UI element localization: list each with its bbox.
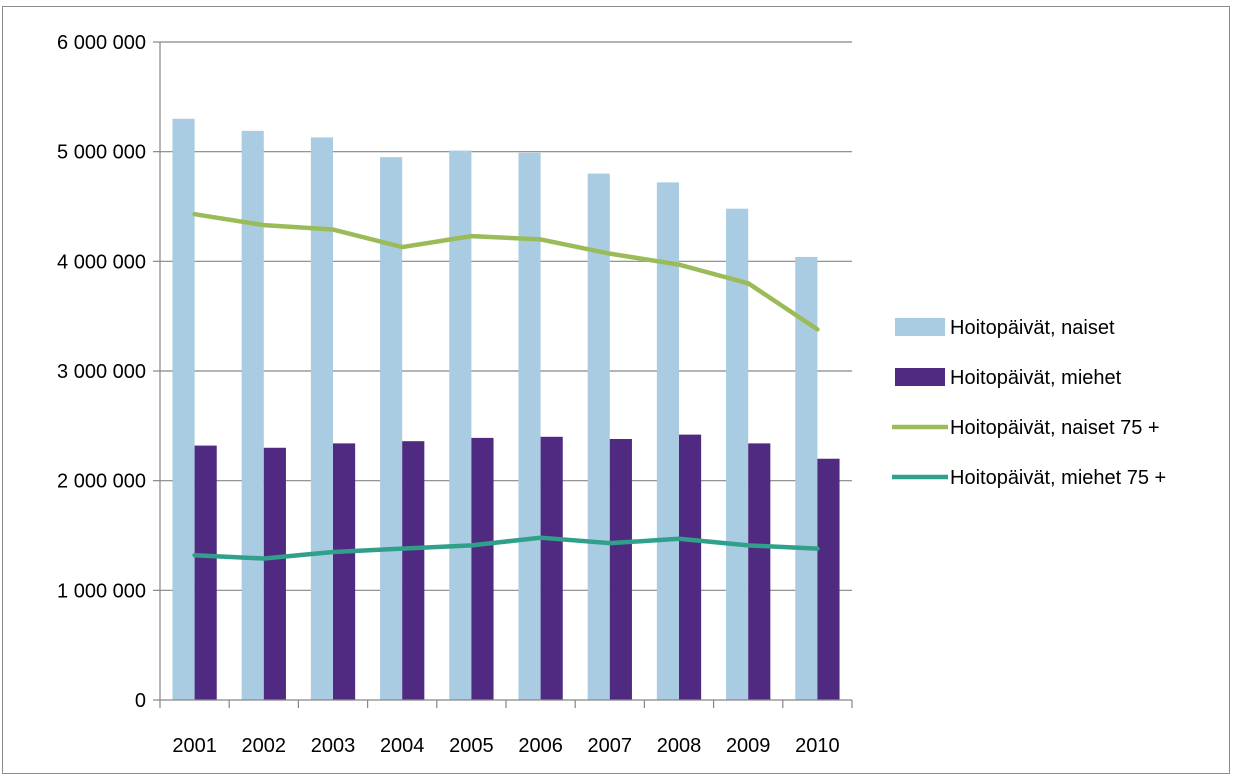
lines xyxy=(192,211,820,561)
axes: 0 1 000 000 2 000 000 3 000 000 4 000 000 5 0… xyxy=(57,32,853,757)
bar-miehet xyxy=(333,443,356,700)
bar-miehet xyxy=(471,437,494,700)
bar-miehet xyxy=(263,447,286,700)
x-tick-label: 2010 xyxy=(795,735,840,757)
bar-miehet xyxy=(194,445,217,700)
x-tick-label: 2007 xyxy=(588,735,633,757)
legend-swatch xyxy=(895,368,945,386)
bar-miehet xyxy=(679,434,702,700)
bar-naiset xyxy=(518,152,541,701)
y-tick-label: 6 000 000 xyxy=(57,32,146,54)
x-tick-label: 2003 xyxy=(311,735,356,757)
bars xyxy=(172,118,840,701)
x-tick-label: 2001 xyxy=(172,735,217,757)
legend-label: Hoitopäivät, naiset 75 + xyxy=(950,417,1160,439)
bar-miehet xyxy=(402,441,425,700)
x-tick-label: 2002 xyxy=(242,735,287,757)
bar-naiset xyxy=(795,256,818,700)
y-tick-label: 1 000 000 xyxy=(57,580,146,602)
bar-naiset xyxy=(449,150,472,700)
x-tick-label: 2005 xyxy=(449,735,494,757)
legend-label: Hoitopäivät, miehet xyxy=(950,367,1122,389)
x-tick-label: 2009 xyxy=(726,735,771,757)
line-naiset-75 xyxy=(192,211,820,332)
legend-label: Hoitopäivät, miehet 75 + xyxy=(950,467,1166,489)
bar-naiset xyxy=(587,173,610,701)
bar-miehet xyxy=(609,438,632,700)
line-miehet-75 xyxy=(192,535,820,561)
y-tick-label: 0 xyxy=(135,690,146,712)
y-tick-label: 2 000 000 xyxy=(57,471,146,493)
legend: Hoitopäivät, naiset Hoitopäivät, miehet Ho… xyxy=(892,317,1166,489)
bar-naiset xyxy=(656,182,679,700)
y-tick-label: 3 000 000 xyxy=(57,361,146,383)
bar-miehet xyxy=(817,458,840,700)
bar-naiset xyxy=(172,118,195,701)
legend-label: Hoitopäivät, naiset xyxy=(950,317,1115,339)
bar-naiset xyxy=(726,208,749,700)
x-tick-label: 2004 xyxy=(380,735,425,757)
x-tick-label: 2006 xyxy=(518,735,563,757)
legend-swatch xyxy=(895,318,945,336)
y-tick-label: 5 000 000 xyxy=(57,142,146,164)
bar-naiset xyxy=(380,157,403,700)
bar-naiset xyxy=(241,130,264,700)
bar-miehet xyxy=(748,443,771,700)
x-tick-label: 2008 xyxy=(657,735,702,757)
bar-miehet xyxy=(540,436,563,700)
bar-naiset xyxy=(310,137,333,700)
y-tick-label: 4 000 000 xyxy=(57,251,146,273)
